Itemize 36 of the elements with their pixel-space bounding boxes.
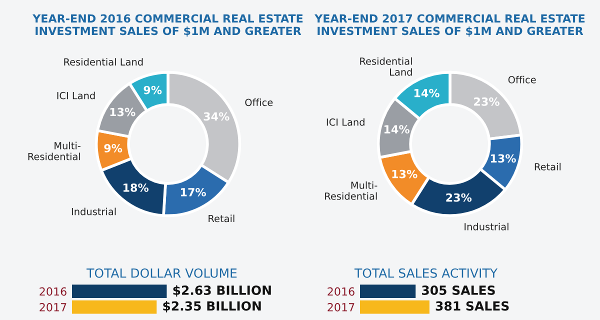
chart-title: TOTAL SALES ACTIVITY [354, 268, 498, 278]
data-label: 9% [144, 86, 162, 94]
slice-label: ICI Land [326, 118, 364, 126]
data-label: 17% [181, 188, 206, 196]
data-label: 14% [414, 88, 440, 98]
slice-label: Industrial [464, 222, 508, 230]
slice-label: Retail [534, 162, 561, 170]
data-label: 13% [490, 154, 516, 163]
slice-label: Office [508, 76, 536, 84]
slice-label: Residential Land [360, 57, 412, 76]
y-tick-label: 2017 [328, 303, 354, 312]
data-label: 23% [446, 193, 472, 202]
data-label: 34% [204, 112, 230, 121]
chart-title: YEAR-END 2017 COMMERCIAL REAL ESTATE INVESTMENT SALES OF $1M AND GREATER [314, 14, 585, 37]
y-tick-label: 2016 [328, 287, 354, 296]
data-label: 13% [110, 108, 136, 116]
data-label: $2.35 BILLION [163, 301, 261, 312]
y-tick-label: 2017 [40, 303, 66, 312]
slice-label: Office [245, 98, 273, 106]
data-label: 9% [104, 144, 122, 152]
data-label: 14% [384, 125, 410, 134]
chart-title: TOTAL DOLLAR VOLUME [86, 268, 237, 278]
y-tick-label: 2016 [40, 287, 66, 296]
slice-label: Multi- Residential [28, 142, 80, 160]
data-label: 18% [124, 183, 148, 192]
data-label: 13% [392, 170, 418, 178]
slice-label: Retail [208, 214, 234, 222]
data-label: $2.63 BILLION [173, 285, 271, 297]
slice-label: ICI Land [57, 92, 95, 100]
data-label: 23% [474, 97, 500, 106]
data-label: 305 SALES [422, 286, 495, 295]
chart-title: YEAR-END 2016 COMMERCIAL REAL ESTATE INVESTMENT SALES OF $1M AND GREATER [32, 14, 303, 37]
slice-label: Industrial [72, 208, 116, 216]
slice-label: Residential Land [64, 58, 143, 66]
slice-label: Multi- Residential [325, 181, 378, 200]
data-label: 381 SALES [436, 301, 509, 311]
